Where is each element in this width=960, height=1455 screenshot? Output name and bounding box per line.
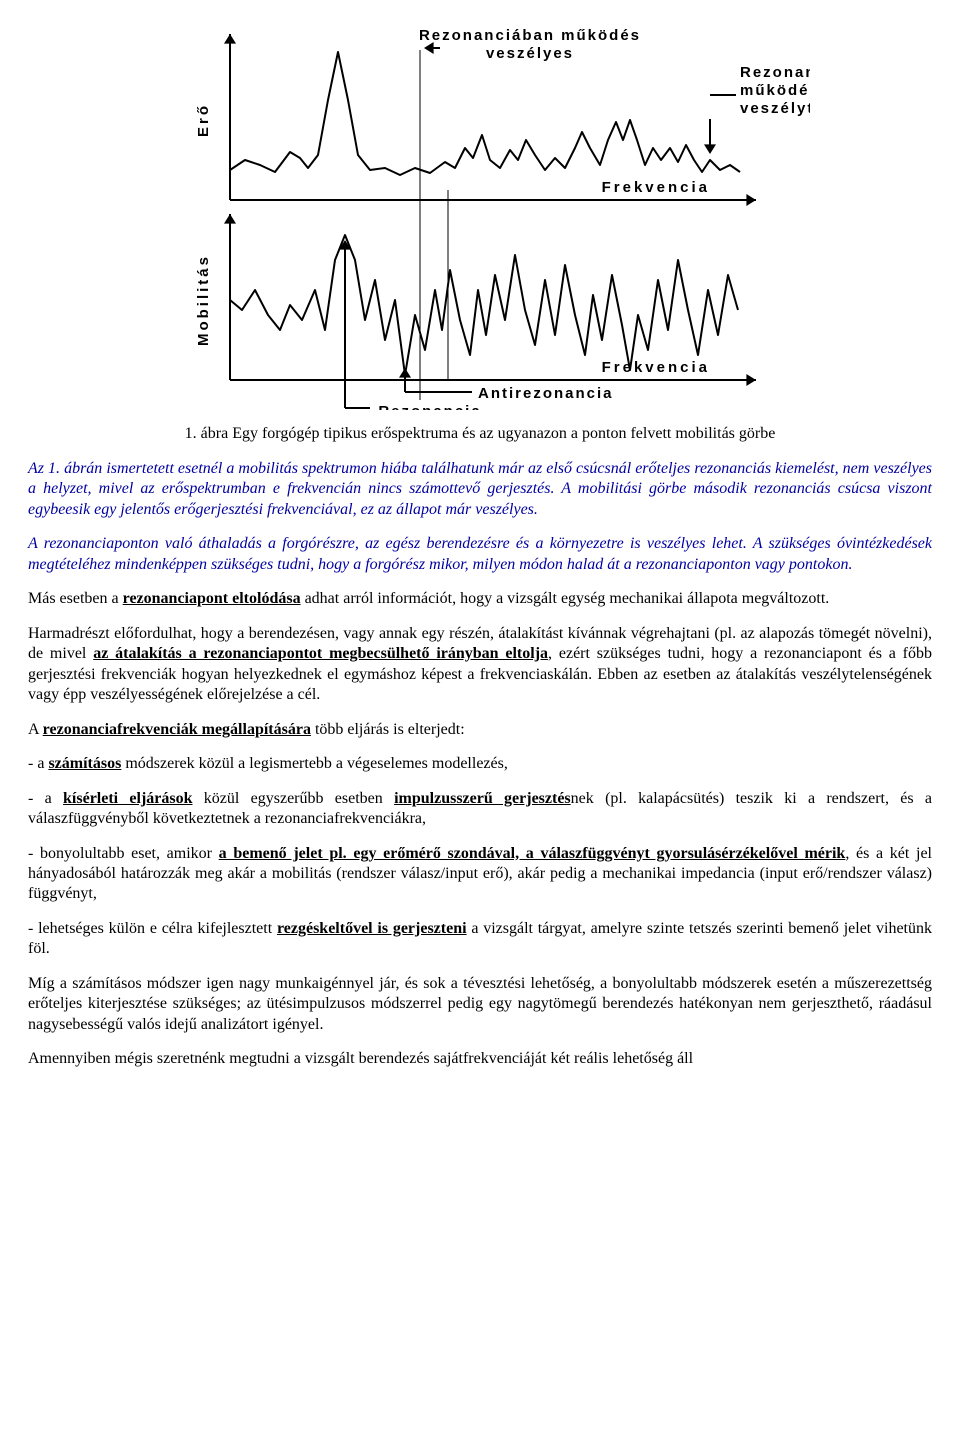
paragraph-2: Más esetben a rezonanciapont eltolódása … bbox=[28, 589, 932, 609]
li3-a: - bonyolultabb eset, amikor bbox=[28, 845, 219, 862]
paragraph-intro-2: A rezonanciaponton való áthaladás a forg… bbox=[28, 534, 932, 575]
svg-text:veszélytelen: veszélytelen bbox=[740, 100, 810, 117]
list-item-1: - a számításos módszerek közül a legisme… bbox=[28, 754, 932, 774]
li1-emph: számításos bbox=[48, 755, 121, 772]
list-item-4: - lehetséges külön e célra kifejlesztett… bbox=[28, 919, 932, 960]
svg-text:Antirezonancia: Antirezonancia bbox=[478, 385, 614, 402]
svg-text:Mobilitás: Mobilitás bbox=[195, 254, 212, 346]
li3-emph: a bemenő jelet pl. egy erőmérő szondával… bbox=[219, 845, 846, 862]
svg-text:Erő: Erő bbox=[195, 103, 212, 137]
paragraph-4: A rezonanciafrekvenciák megállapítására … bbox=[28, 720, 932, 740]
p2-emph: rezonanciapont eltolódása bbox=[123, 590, 301, 607]
li4-a: - lehetséges külön e célra kifejlesztett bbox=[28, 920, 277, 937]
list-item-2: - a kísérleti eljárások közül egyszerűbb… bbox=[28, 789, 932, 830]
svg-text:Frekvencia: Frekvencia bbox=[602, 359, 710, 376]
p4-emph: rezonanciafrekvenciák megállapítására bbox=[43, 721, 311, 738]
li4-emph: rezgéskeltővel is gerjeszteni bbox=[277, 920, 467, 937]
li2-c: közül egyszerűbb esetben bbox=[193, 790, 395, 807]
li2-emph-1: kísérleti eljárások bbox=[63, 790, 193, 807]
svg-text:Rezonancia: Rezonancia bbox=[378, 403, 481, 410]
figure-caption: 1. ábra Egy forgógép tipikus erőspektrum… bbox=[28, 424, 932, 444]
svg-text:Rezonanciában működés: Rezonanciában működés bbox=[419, 27, 641, 44]
li1-c: módszerek közül a legismertebb a végesel… bbox=[121, 755, 508, 772]
p3-emph: az átalakítás a rezonanciapontot megbecs… bbox=[93, 645, 548, 662]
svg-text:Rezonanciában: Rezonanciában bbox=[740, 64, 810, 81]
p4-text-c: több eljárás is elterjedt: bbox=[311, 721, 465, 738]
paragraph-6: Amennyiben mégis szeretnénk megtudni a v… bbox=[28, 1049, 932, 1069]
paragraph-3: Harmadrészt előfordulhat, hogy a berende… bbox=[28, 624, 932, 706]
figure-container: ErőFrekvenciaRezonanciában működésveszél… bbox=[28, 20, 932, 416]
li1-a: - a bbox=[28, 755, 48, 772]
svg-text:veszélyes: veszélyes bbox=[486, 45, 574, 62]
p2-text-a: Más esetben a bbox=[28, 590, 123, 607]
paragraph-5: Míg a számításos módszer igen nagy munka… bbox=[28, 974, 932, 1035]
spectrum-figure: ErőFrekvenciaRezonanciában működésveszél… bbox=[150, 20, 810, 410]
paragraph-intro-1: Az 1. ábrán ismertetett esetnél a mobili… bbox=[28, 459, 932, 520]
list-item-3: - bonyolultabb eset, amikor a bemenő jel… bbox=[28, 844, 932, 905]
svg-text:működés: működés bbox=[740, 82, 810, 99]
li2-a: - a bbox=[28, 790, 63, 807]
li2-emph-2: impulzusszerű gerjesztés bbox=[394, 790, 571, 807]
svg-text:Frekvencia: Frekvencia bbox=[602, 179, 710, 196]
p2-text-c: adhat arról információt, hogy a vizsgált… bbox=[301, 590, 830, 607]
p4-text-a: A bbox=[28, 721, 43, 738]
